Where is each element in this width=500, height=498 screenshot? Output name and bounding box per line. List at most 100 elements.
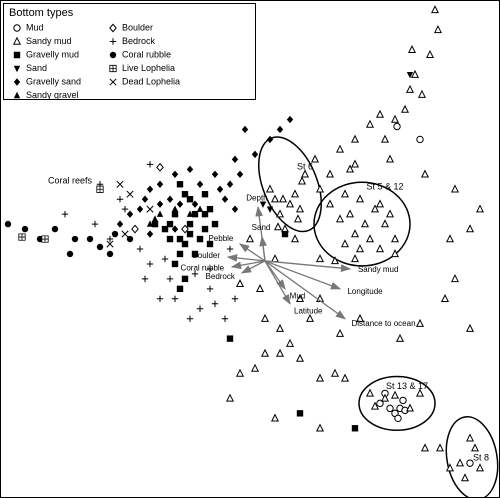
data-point xyxy=(285,199,295,208)
data-point xyxy=(350,134,360,143)
data-point xyxy=(260,313,270,322)
data-point xyxy=(273,222,283,231)
data-point xyxy=(176,235,184,243)
data-point xyxy=(335,144,345,153)
data-point xyxy=(325,199,335,208)
data-point xyxy=(226,335,234,342)
data-point xyxy=(340,373,350,382)
legend-marker xyxy=(109,64,117,73)
data-point xyxy=(433,25,443,34)
data-point xyxy=(121,205,129,213)
data-point xyxy=(345,209,355,218)
data-point xyxy=(116,196,124,203)
legend-label: Bedrock xyxy=(122,36,156,46)
data-point xyxy=(296,410,304,417)
vector-label: Longitude xyxy=(347,287,383,296)
station-ellipse xyxy=(313,181,411,267)
data-point xyxy=(340,239,350,248)
data-point xyxy=(221,315,229,322)
legend-label: Gravelly mud xyxy=(26,49,79,59)
data-point xyxy=(235,368,245,377)
legend-label: Sandy gravel xyxy=(26,90,79,100)
data-point xyxy=(156,200,164,208)
data-point xyxy=(416,135,424,144)
vector-arrow xyxy=(240,260,266,274)
data-point xyxy=(186,196,194,203)
data-point xyxy=(475,463,485,472)
data-point xyxy=(375,244,385,253)
data-point xyxy=(146,230,154,238)
data-point xyxy=(231,205,239,213)
data-point xyxy=(241,125,249,134)
data-point xyxy=(380,219,390,228)
data-point xyxy=(406,72,414,79)
data-point xyxy=(293,214,303,223)
data-point xyxy=(465,433,475,442)
vector-label: Depth xyxy=(246,193,267,202)
data-point xyxy=(435,443,445,452)
vector-arrow xyxy=(238,243,266,262)
data-point xyxy=(156,295,164,302)
data-point xyxy=(221,195,229,203)
data-point xyxy=(206,240,214,248)
data-point xyxy=(295,353,305,362)
vector-arrow xyxy=(264,260,342,290)
data-point xyxy=(66,250,74,258)
data-point xyxy=(365,119,375,128)
data-point xyxy=(151,215,159,222)
data-point xyxy=(146,260,154,268)
legend-label: Live Lophelia xyxy=(122,63,175,73)
data-point xyxy=(385,154,395,163)
legend-marker xyxy=(13,65,21,73)
legend-label: Sandy mud xyxy=(26,36,72,46)
data-point xyxy=(106,250,114,258)
data-point xyxy=(250,363,260,372)
data-point xyxy=(375,199,385,208)
data-point xyxy=(141,275,149,283)
data-point xyxy=(270,194,280,203)
data-point xyxy=(395,333,405,342)
data-point xyxy=(295,204,305,213)
data-point xyxy=(126,235,134,243)
data-point xyxy=(259,201,267,208)
data-point xyxy=(186,230,194,238)
legend-marker xyxy=(13,78,21,86)
data-point xyxy=(211,300,219,307)
data-point xyxy=(231,295,239,302)
data-point xyxy=(61,210,69,218)
data-point xyxy=(131,224,139,234)
data-point xyxy=(226,180,234,188)
data-point xyxy=(390,114,400,123)
data-point xyxy=(146,205,154,213)
data-point xyxy=(126,210,134,218)
data-point xyxy=(455,458,465,467)
data-point xyxy=(290,189,300,198)
data-point xyxy=(116,180,124,188)
data-point xyxy=(360,219,370,228)
vector-arrow xyxy=(226,254,266,262)
data-point xyxy=(206,285,214,293)
data-point xyxy=(121,230,129,238)
data-point xyxy=(111,230,119,238)
data-point xyxy=(310,154,320,163)
data-point xyxy=(425,49,435,58)
legend: Bottom types Mud Sandy mud Gravelly mud Sand… xyxy=(3,3,256,100)
data-point xyxy=(330,256,340,265)
data-point xyxy=(151,220,159,228)
data-point xyxy=(176,181,184,188)
data-point xyxy=(385,209,395,218)
data-point xyxy=(166,275,174,283)
legend-marker xyxy=(109,78,117,86)
data-point xyxy=(141,195,149,203)
data-point xyxy=(380,393,390,402)
legend-marker xyxy=(109,51,117,59)
data-point xyxy=(201,225,209,233)
legend-label: Boulder xyxy=(122,22,153,32)
data-point xyxy=(325,169,335,178)
data-point xyxy=(4,220,12,228)
data-point xyxy=(231,155,239,164)
legend-marker xyxy=(13,91,21,99)
station-ellipse xyxy=(445,415,499,498)
data-point xyxy=(225,393,235,402)
data-point xyxy=(161,225,169,233)
